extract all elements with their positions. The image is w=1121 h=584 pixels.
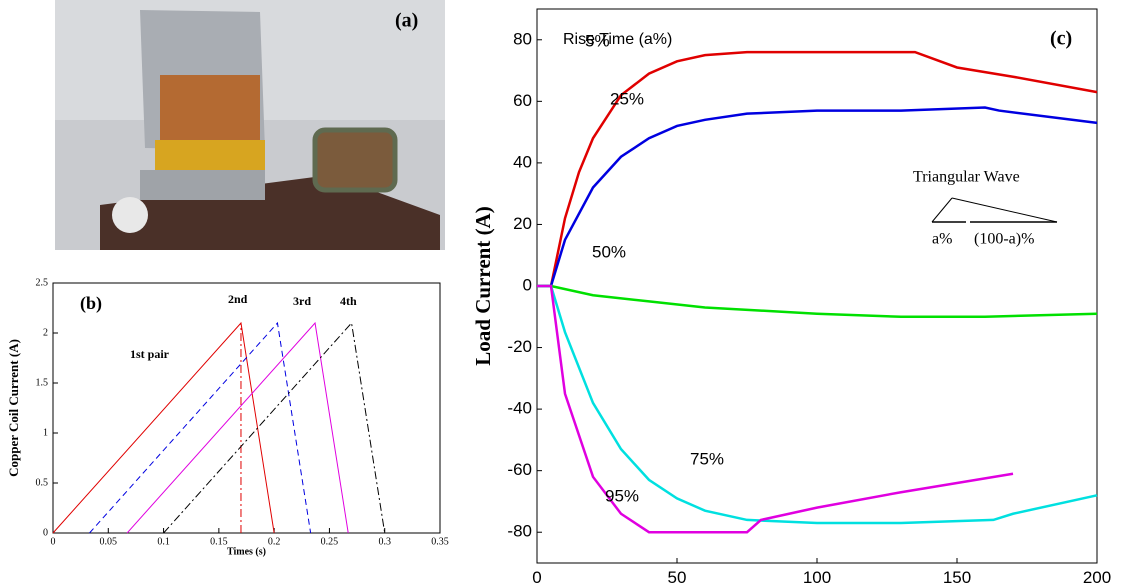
- x-tick-label: 0.3: [378, 536, 391, 547]
- panel-label: (a): [395, 10, 418, 32]
- photo: (a): [55, 0, 445, 250]
- y-tick-label: -80: [507, 522, 532, 541]
- series-label: 2nd: [228, 292, 248, 306]
- series-line: [126, 321, 349, 534]
- x-tick-label: 100: [803, 568, 831, 584]
- board: [100, 175, 440, 250]
- y-tick-label: 0: [523, 275, 532, 294]
- y-tick-label: 1: [43, 427, 48, 438]
- y-tick-label: -60: [507, 460, 532, 479]
- panel-label: (c): [1050, 28, 1072, 50]
- series-line: [537, 50, 1098, 288]
- wave-line: [931, 197, 953, 223]
- plot-frame: [52, 282, 441, 534]
- series-line: [89, 321, 312, 534]
- tape: [155, 140, 265, 175]
- x-tick-label: 150: [943, 568, 971, 584]
- series-label: 95%: [605, 486, 639, 505]
- y-axis-label: Load Current (A): [471, 206, 495, 365]
- x-tick-label: 0.2: [268, 536, 281, 547]
- y-tick-label: 0.5: [36, 477, 49, 488]
- series-line: [537, 284, 1098, 319]
- y-tick-label: 40: [513, 152, 532, 171]
- y-tick-label: 1.5: [36, 377, 49, 388]
- series-label: 3rd: [293, 294, 311, 308]
- annotation: (100-a)%: [974, 231, 1034, 248]
- y-tick-label: 0: [43, 527, 48, 538]
- x-tick-label: 0: [51, 536, 56, 547]
- x-axis-label: Times (s): [227, 546, 266, 557]
- series-label: 4th: [340, 294, 357, 308]
- base: [140, 170, 265, 200]
- wave-line: [951, 197, 1058, 223]
- series-label: 50%: [592, 242, 626, 261]
- series-line: [537, 106, 1098, 288]
- annotation: Rise Time (a%): [563, 31, 672, 48]
- series-line: [163, 321, 386, 534]
- series-label: 1st pair: [130, 347, 170, 361]
- x-tick-label: 0.35: [431, 536, 449, 547]
- series-label: 75%: [690, 449, 724, 468]
- x-tick-label: 0.05: [100, 536, 118, 547]
- y-tick-label: 2: [43, 327, 48, 338]
- x-tick-label: 50: [668, 568, 687, 584]
- series-label: 5%: [585, 31, 610, 50]
- knob: [112, 197, 148, 233]
- series-line: [537, 284, 1014, 534]
- panel-label: (b): [80, 293, 102, 314]
- y-tick-label: 2.5: [36, 277, 49, 288]
- x-tick-label: 0.15: [210, 536, 228, 547]
- y-tick-label: -40: [507, 399, 532, 418]
- x-tick-label: 0.1: [157, 536, 170, 547]
- sample-coil: [312, 127, 398, 193]
- y-tick-label: 20: [513, 214, 532, 233]
- y-tick-label: -20: [507, 337, 532, 356]
- y-tick-label: 80: [513, 29, 532, 48]
- y-tick-label: 60: [513, 91, 532, 110]
- x-tick-label: 200: [1083, 568, 1111, 584]
- series-line: [537, 284, 1098, 525]
- annotation: a%: [932, 231, 952, 248]
- x-tick-label: 0.25: [321, 536, 339, 547]
- annotation: Triangular Wave: [913, 169, 1020, 186]
- x-tick-label: 0: [532, 568, 541, 584]
- y-axis-label: Copper Coil Current (A): [6, 339, 21, 477]
- series-label: 25%: [610, 89, 644, 108]
